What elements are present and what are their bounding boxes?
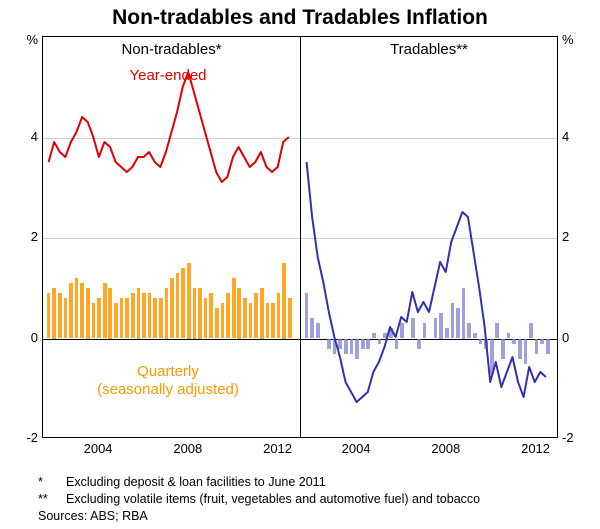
footnotes: *Excluding deposit & loan facilities to …: [38, 474, 590, 525]
panel-nontradables: Non-tradables* Year-ended Quarterly(seas…: [42, 36, 300, 438]
xtick: 2012: [521, 441, 550, 456]
xtick: 2012: [263, 441, 292, 456]
ytick: 0: [562, 330, 592, 345]
ytick: 2: [562, 229, 592, 244]
sources: Sources: ABS; RBA: [38, 508, 590, 525]
y-unit-left: %: [8, 32, 38, 47]
y-unit-right: %: [562, 32, 592, 47]
line-series-right: [301, 37, 557, 437]
ytick: -2: [8, 430, 38, 445]
chart-area: % % -2024 -2024 200420082012200420082012…: [42, 36, 558, 438]
ytick: -2: [562, 430, 592, 445]
ytick: 0: [8, 330, 38, 345]
xtick: 2004: [342, 441, 371, 456]
ytick: 4: [8, 129, 38, 144]
footnote: *Excluding deposit & loan facilities to …: [38, 474, 590, 491]
panel-tradables: Tradables**: [300, 36, 558, 438]
xtick: 2008: [173, 441, 202, 456]
chart-title: Non-tradables and Tradables Inflation: [0, 0, 600, 30]
ytick: 2: [8, 229, 38, 244]
xtick: 2004: [84, 441, 113, 456]
line-series-left: [43, 37, 300, 437]
xtick: 2008: [431, 441, 460, 456]
footnote: **Excluding volatile items (fruit, veget…: [38, 491, 590, 508]
ytick: 4: [562, 129, 592, 144]
